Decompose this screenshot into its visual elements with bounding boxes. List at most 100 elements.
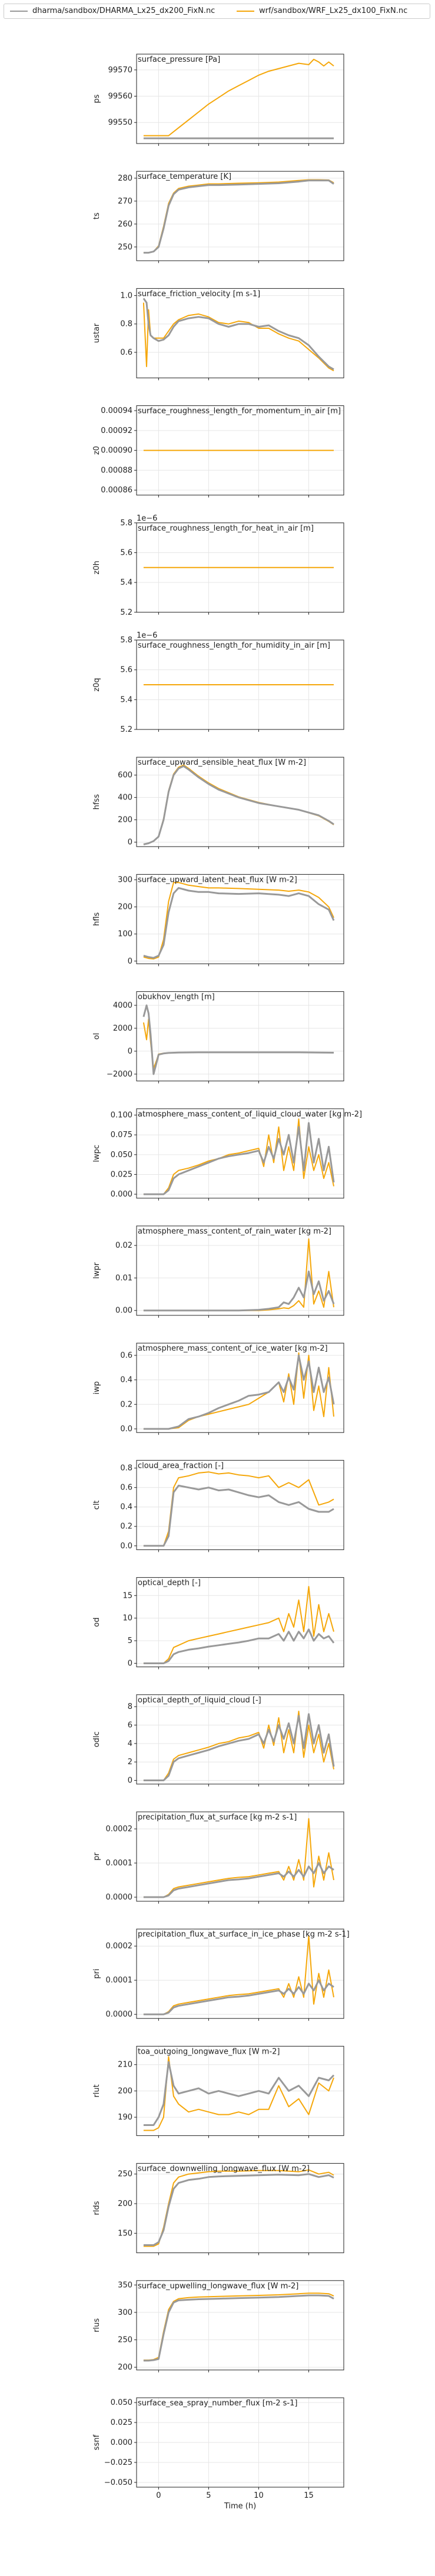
panel-title: surface_roughness_length_for_momentum_in… — [138, 407, 341, 416]
y-tick-label: 0.00094 — [101, 406, 132, 415]
panel-title: surface_roughness_length_for_humidity_in… — [138, 641, 330, 650]
y-tick-label: 200 — [118, 2200, 132, 2208]
y-tick-label: 0.0 — [120, 1425, 132, 1434]
y-tick-label: 0.025 — [111, 1170, 132, 1179]
legend-swatch-wrf — [237, 10, 254, 12]
y-axis-label: z0 — [92, 446, 101, 455]
series-line-dharma — [143, 1270, 335, 1312]
y-tick-label: 0.00088 — [101, 466, 132, 475]
y-axis-label: ts — [92, 212, 101, 219]
series-line-wrf — [143, 179, 334, 254]
series-line-wrf — [143, 1352, 334, 1429]
y-tick-label: 200 — [118, 2363, 132, 2372]
y-tick-label: 15 — [122, 1591, 132, 1600]
y-tick-label: 5 — [128, 1637, 132, 1645]
series-line-dharma — [143, 2294, 334, 2362]
y-tick-label: 210 — [118, 2061, 132, 2070]
y-tick-label: 0.01 — [115, 1274, 132, 1282]
y-tick-label: 0.4 — [120, 1376, 132, 1385]
series-line-wrf — [143, 2292, 334, 2361]
y-tick-label: 250 — [118, 243, 132, 252]
y-tick-label: 0.0000 — [106, 2010, 133, 2019]
y-tick-label: 0.025 — [111, 2418, 132, 2427]
y-tick-label: 0.6 — [120, 348, 132, 357]
panel-hfls: 0 100 200 300 hfls surface_upward_latent_heat… — [92, 874, 344, 967]
y-tick-label: 0.0002 — [106, 1825, 133, 1834]
plot-frame — [136, 2280, 344, 2371]
y-tick-label: −2000 — [107, 1070, 132, 1079]
y-axis-label: odlc — [92, 1731, 101, 1747]
series-line-dharma — [143, 1862, 334, 1898]
y-tick-label: 5.8 — [120, 636, 132, 645]
panel-title: atmosphere_mass_content_of_liquid_cloud_… — [138, 1110, 362, 1119]
y-axis-label: ol — [92, 1033, 101, 1040]
panel-pri: 0.0000 0.0001 0.0002 pri precipitation_flux_… — [92, 1928, 350, 2021]
panel-rlds: 150 200 250 rlds surface_downwelling_longwav… — [92, 2163, 344, 2255]
series-line-dharma — [143, 1122, 335, 1195]
y-tick-label: 0.00 — [115, 1307, 132, 1315]
y-tick-label: 0 — [128, 1047, 132, 1056]
y-tick-label: 99570 — [108, 66, 132, 75]
plot-frame — [136, 54, 344, 144]
y-tick-label: 8 — [128, 1702, 132, 1711]
y-tick-label: 99560 — [108, 92, 132, 101]
series-line-dharma — [143, 179, 334, 254]
y-axis-label: pr — [92, 1852, 101, 1861]
y-tick-label: 0.0001 — [106, 1859, 133, 1868]
plot-frame — [136, 1459, 344, 1550]
x-tick-label: 5 — [206, 2491, 211, 2500]
series-line-wrf — [143, 1818, 334, 1898]
plot-frame — [136, 1225, 344, 1316]
y-tick-label: 250 — [118, 2336, 132, 2345]
plot-frame — [136, 1928, 344, 2019]
y-tick-label: 5.2 — [120, 725, 132, 734]
y-tick-label: 280 — [118, 174, 132, 183]
y-tick-label: 0.00092 — [101, 426, 132, 435]
plot-frame — [136, 1342, 344, 1433]
plot-frame — [136, 1108, 344, 1199]
y-tick-label: 0.02 — [115, 1241, 132, 1250]
y-tick-label: 100 — [118, 930, 132, 939]
y-axis-label: rlds — [92, 2201, 101, 2215]
y-tick-label: 0.000 — [111, 2438, 132, 2447]
panel-ps: 99550 99560 99570 ps surface_pressure [Pa] — [92, 54, 344, 146]
y-tick-label: 0.2 — [120, 1522, 132, 1531]
panel-title: toa_outgoing_longwave_flux [W m-2] — [138, 2047, 280, 2056]
y-tick-label: 4 — [128, 1739, 132, 1748]
panel-title: cloud_area_fraction [-] — [138, 1461, 224, 1470]
plot-frame — [136, 288, 344, 378]
y-tick-label: 10 — [122, 1614, 132, 1623]
panel-lwpc: 0.000 0.025 0.050 0.075 0.100 lwpc atmosphere_… — [92, 1108, 362, 1201]
y-tick-label: 0.050 — [111, 1151, 132, 1159]
x-tick-label: 15 — [304, 2491, 314, 2500]
panel-title: surface_upward_sensible_heat_flux [W m-2… — [138, 758, 306, 767]
series-line-dharma — [142, 298, 334, 371]
y-tick-label: 0.6 — [120, 1484, 132, 1492]
y-tick-label: 0.075 — [111, 1131, 132, 1139]
series-line-wrf — [143, 1711, 334, 1781]
y-axis-label: clt — [92, 1500, 101, 1509]
y-tick-label: 1.0 — [120, 291, 132, 300]
y-tick-label: 5.8 — [120, 519, 132, 528]
y-tick-label: 400 — [118, 794, 132, 802]
plot-frame — [136, 1577, 344, 1668]
x-tick-label: 0 — [156, 2491, 161, 2500]
y-axis-label: z0q — [92, 678, 101, 691]
series-line-wrf — [143, 1586, 334, 1664]
y-tick-label: 350 — [118, 2281, 132, 2290]
y-tick-label: 0.100 — [111, 1111, 132, 1120]
y-tick-label: 5.6 — [120, 666, 132, 675]
plot-frame — [136, 1694, 344, 1785]
y-tick-label: 0.4 — [120, 1503, 132, 1512]
y-tick-label: 6 — [128, 1721, 132, 1730]
panel-clt: 0.0 0.2 0.4 0.6 0.8 clt cloud_area_fraction [-… — [92, 1459, 344, 1552]
y-tick-label: 0.6 — [120, 1351, 132, 1360]
y-tick-label: 0.00086 — [101, 486, 132, 495]
y-tick-label: 250 — [118, 2170, 132, 2179]
panel-title: optical_depth_of_liquid_cloud [-] — [138, 1696, 261, 1705]
panel-title: optical_depth [-] — [138, 1579, 201, 1588]
y-tick-label: 0 — [128, 1659, 132, 1668]
y-tick-label: 0.8 — [120, 1464, 132, 1473]
y-axis-label: hfss — [92, 794, 101, 810]
